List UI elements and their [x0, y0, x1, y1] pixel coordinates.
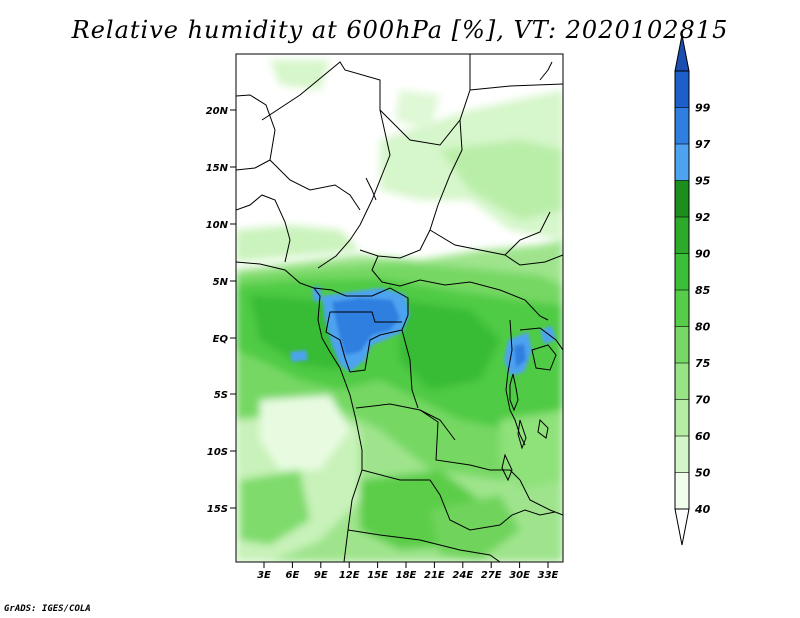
lon-label: 9E	[314, 570, 328, 581]
colorbar-label: 75	[695, 357, 711, 370]
colorbar-swatch	[675, 436, 689, 473]
colorbar: 40 50 60 70 75 80 85 90 92 95 97 99	[674, 34, 711, 546]
lat-label: 20N	[206, 106, 229, 117]
colorbar-label: 40	[694, 503, 711, 516]
lat-label: 5S	[214, 390, 228, 401]
latitude-axis: 20N 15N 10N 5N EQ 5S 10S 15S	[206, 106, 236, 515]
colorbar-swatch	[675, 253, 689, 290]
lon-label: 18E	[396, 570, 417, 581]
lon-label: 30E	[509, 570, 530, 581]
colorbar-label: 99	[695, 102, 711, 115]
lat-label: EQ	[213, 334, 229, 345]
colorbar-swatch	[675, 144, 689, 181]
colorbar-label: 85	[695, 284, 711, 297]
colorbar-swatch	[675, 107, 689, 144]
longitude-axis: 3E 6E 9E 12E 15E 18E 21E 24E 27E 30E 33E	[257, 562, 559, 581]
lon-label: 3E	[257, 570, 271, 581]
colorbar-label: 95	[695, 175, 711, 188]
colorbar-label: 90	[695, 248, 711, 261]
colorbar-label: 60	[695, 430, 711, 443]
lat-label: 10N	[206, 220, 229, 231]
lon-label: 33E	[538, 570, 559, 581]
colorbar-label: 80	[695, 321, 711, 334]
lon-label: 27E	[481, 570, 502, 581]
humidity-field	[236, 54, 563, 562]
lon-label: 21E	[424, 570, 445, 581]
colorbar-swatch	[675, 290, 689, 327]
colorbar-under-arrow	[674, 508, 690, 546]
colorbar-over-arrow	[674, 34, 690, 72]
colorbar-swatch	[675, 363, 689, 400]
grads-credit: GrADS: IGES/COLA	[4, 604, 91, 614]
colorbar-label: 97	[695, 138, 711, 151]
lat-label: 10S	[207, 447, 228, 458]
map-title: Relative humidity at 600hPa [%], VT: 202…	[71, 16, 729, 44]
lon-label: 24E	[452, 570, 473, 581]
colorbar-swatch	[675, 71, 689, 108]
colorbar-swatch	[675, 399, 689, 436]
lat-label: 5N	[213, 277, 229, 288]
colorbar-swatch	[675, 180, 689, 217]
lat-label: 15N	[206, 163, 229, 174]
lon-label: 6E	[286, 570, 300, 581]
colorbar-label: 50	[695, 467, 711, 480]
colorbar-label: 70	[695, 394, 711, 407]
country-borders	[236, 54, 563, 562]
lon-label: 12E	[339, 570, 360, 581]
colorbar-swatch	[675, 326, 689, 363]
lon-label: 15E	[367, 570, 388, 581]
colorbar-swatch	[675, 217, 689, 254]
lat-label: 15S	[207, 504, 228, 515]
colorbar-swatch	[675, 472, 689, 509]
colorbar-label: 92	[695, 211, 711, 224]
map-frame	[235, 53, 564, 563]
